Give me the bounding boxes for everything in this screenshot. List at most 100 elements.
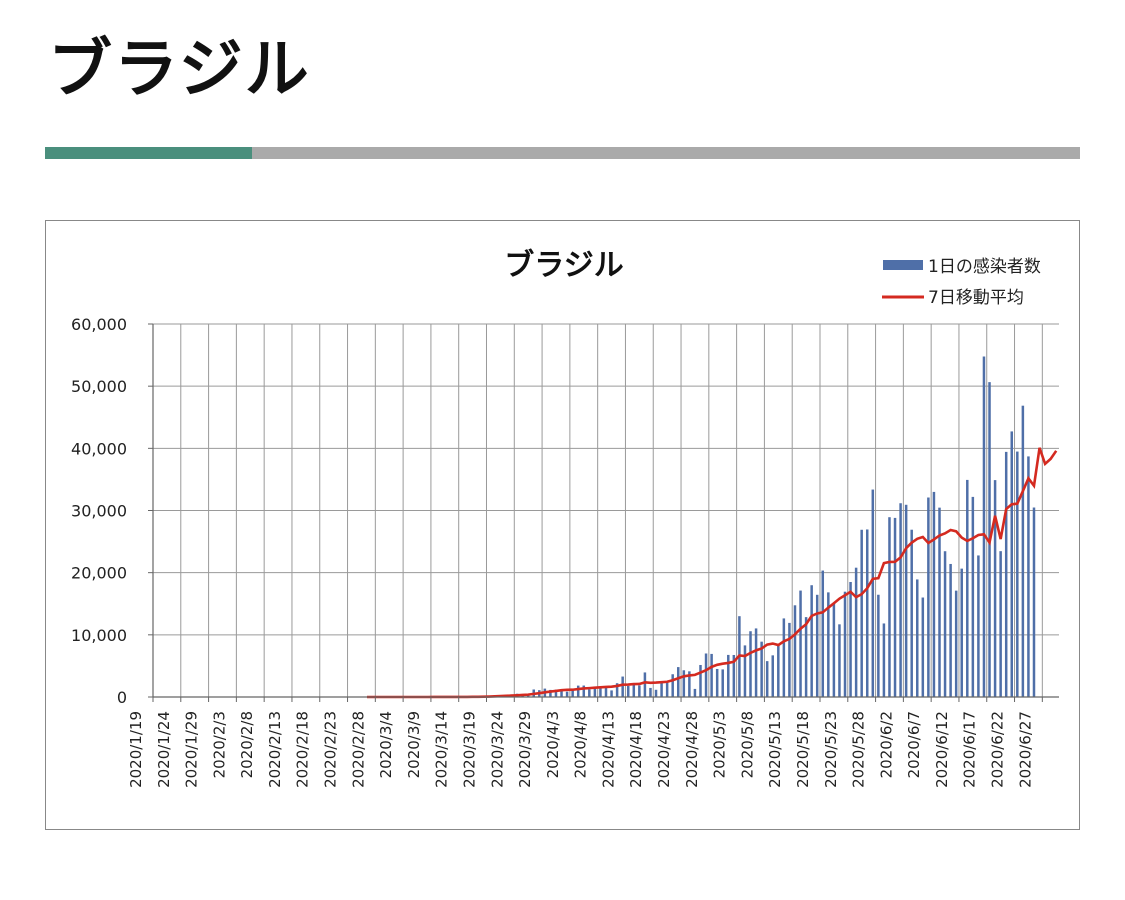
daily-cases-bar bbox=[593, 686, 597, 697]
chart-svg: 0 10,000 20,000 30,000 40,000 50,000 60,000 20… bbox=[71, 248, 1059, 788]
legend-bar-swatch bbox=[883, 260, 923, 270]
daily-cases-bar bbox=[638, 685, 641, 697]
x-tick-label: 2020/1/29 bbox=[183, 711, 201, 788]
x-tick-label: 2020/4/18 bbox=[627, 711, 645, 788]
horizontal-gridlines bbox=[153, 323, 1059, 636]
x-tick-label: 2020/6/27 bbox=[1016, 711, 1034, 788]
daily-cases-bar bbox=[871, 489, 875, 697]
x-tick-label: 2020/6/7 bbox=[905, 711, 923, 778]
daily-cases-bar bbox=[699, 664, 702, 697]
x-tick-label: 2020/6/12 bbox=[933, 711, 951, 788]
y-tick-label: 40,000 bbox=[71, 439, 127, 458]
daily-cases-bar bbox=[882, 623, 886, 697]
x-tick-label: 2020/3/29 bbox=[516, 711, 534, 788]
daily-cases-bar bbox=[815, 594, 819, 697]
daily-cases-bar bbox=[632, 684, 636, 697]
x-tick-label: 2020/1/24 bbox=[155, 711, 173, 788]
legend: 1日の感染者数 7日移動平均 bbox=[882, 257, 1041, 308]
daily-cases-bar bbox=[954, 590, 958, 697]
daily-cases-bar bbox=[804, 617, 808, 697]
x-tick-label: 2020/2/3 bbox=[210, 711, 228, 778]
daily-cases-bar bbox=[693, 688, 697, 697]
daily-cases-bar bbox=[960, 568, 963, 697]
page-title: ブラジル bbox=[48, 33, 311, 107]
daily-cases-bar bbox=[554, 689, 558, 697]
daily-cases-bar bbox=[765, 661, 769, 697]
y-tick-label: 20,000 bbox=[71, 564, 127, 583]
x-tick-label: 2020/4/8 bbox=[572, 711, 590, 778]
daily-cases-bar bbox=[571, 689, 574, 697]
x-tick-label: 2020/4/28 bbox=[683, 711, 701, 788]
x-tick-label: 2020/3/19 bbox=[460, 711, 478, 788]
daily-cases-bar bbox=[827, 592, 830, 697]
y-tick-label: 60,000 bbox=[71, 315, 127, 334]
daily-cases-bar bbox=[860, 529, 863, 697]
daily-cases-bar bbox=[710, 653, 713, 697]
daily-cases-bar bbox=[1010, 431, 1013, 697]
x-tick-label: 2020/2/8 bbox=[238, 711, 256, 778]
daily-cases-bar bbox=[771, 655, 774, 697]
daily-cases-bar bbox=[982, 356, 986, 697]
daily-cases-bar bbox=[1021, 405, 1025, 697]
x-tick-label: 2020/6/17 bbox=[961, 711, 979, 788]
daily-cases-bar bbox=[560, 689, 563, 697]
daily-cases-bar bbox=[865, 529, 869, 697]
daily-cases-bar bbox=[682, 670, 686, 697]
y-tick-label: 50,000 bbox=[71, 377, 127, 396]
y-tick-label: 0 bbox=[117, 688, 127, 707]
daily-cases-bar bbox=[904, 504, 908, 697]
daily-cases-bar bbox=[549, 689, 552, 697]
daily-cases-bar bbox=[854, 567, 858, 697]
daily-cases-bar bbox=[943, 551, 947, 697]
daily-cases-bar bbox=[810, 585, 813, 697]
daily-cases-bar bbox=[849, 581, 852, 697]
x-tick-label: 2020/4/3 bbox=[544, 711, 562, 778]
daily-cases-bar bbox=[727, 654, 730, 697]
daily-cases-bar bbox=[749, 631, 752, 697]
x-tick-label: 2020/2/13 bbox=[266, 711, 284, 788]
x-axis-tick-labels: 2020/1/19 2020/1/24 2020/1/29 2020/2/3 2020/… bbox=[127, 697, 1043, 788]
daily-cases-bar bbox=[1004, 451, 1008, 697]
daily-cases-bar bbox=[921, 597, 925, 697]
daily-cases-bar bbox=[932, 491, 936, 697]
daily-cases-bar bbox=[966, 479, 969, 697]
daily-cases-bar bbox=[688, 671, 691, 697]
x-tick-label: 2020/4/23 bbox=[655, 711, 673, 788]
daily-cases-bar bbox=[721, 669, 724, 697]
daily-cases-bar bbox=[671, 674, 674, 697]
daily-cases-bar bbox=[843, 591, 847, 697]
x-tick-label: 2020/2/23 bbox=[322, 711, 340, 788]
x-tick-label: 2020/5/13 bbox=[766, 711, 784, 788]
legend-bar-label: 1日の感染者数 bbox=[928, 257, 1041, 277]
title-underline bbox=[45, 147, 1080, 159]
daily-cases-bar bbox=[599, 686, 602, 697]
daily-cases-bar bbox=[760, 641, 763, 697]
daily-cases-bar bbox=[993, 480, 997, 697]
daily-cases-bar bbox=[732, 654, 736, 697]
bar-series bbox=[365, 356, 1036, 697]
daily-cases-bar bbox=[910, 529, 913, 697]
title-underline-rest bbox=[252, 147, 1080, 159]
daily-cases-bar bbox=[582, 685, 586, 697]
x-tick-label: 2020/1/19 bbox=[127, 711, 145, 788]
x-tick-label: 2020/6/22 bbox=[989, 711, 1007, 788]
daily-cases-bar bbox=[893, 517, 897, 697]
daily-cases-bar bbox=[821, 570, 825, 697]
y-axis-tick-labels: 0 10,000 20,000 30,000 40,000 50,000 60,000 bbox=[71, 315, 153, 707]
daily-cases-bar bbox=[916, 579, 919, 697]
daily-cases-bar bbox=[665, 681, 669, 697]
x-tick-label: 2020/5/8 bbox=[738, 711, 756, 778]
x-tick-label: 2020/3/4 bbox=[377, 711, 395, 778]
x-tick-label: 2020/3/24 bbox=[488, 711, 506, 788]
x-tick-label: 2020/5/3 bbox=[711, 711, 729, 778]
daily-cases-bar bbox=[565, 691, 569, 697]
daily-cases-bar bbox=[793, 605, 797, 697]
daily-cases-bar bbox=[604, 686, 608, 697]
x-tick-label: 2020/5/18 bbox=[794, 711, 812, 788]
daily-cases-bar bbox=[654, 689, 658, 697]
chart-frame: 0 10,000 20,000 30,000 40,000 50,000 60,000 20… bbox=[45, 220, 1080, 830]
daily-cases-bar bbox=[660, 681, 663, 697]
y-tick-label: 30,000 bbox=[71, 502, 127, 521]
daily-cases-bar bbox=[704, 653, 708, 697]
daily-cases-bar bbox=[610, 690, 613, 697]
